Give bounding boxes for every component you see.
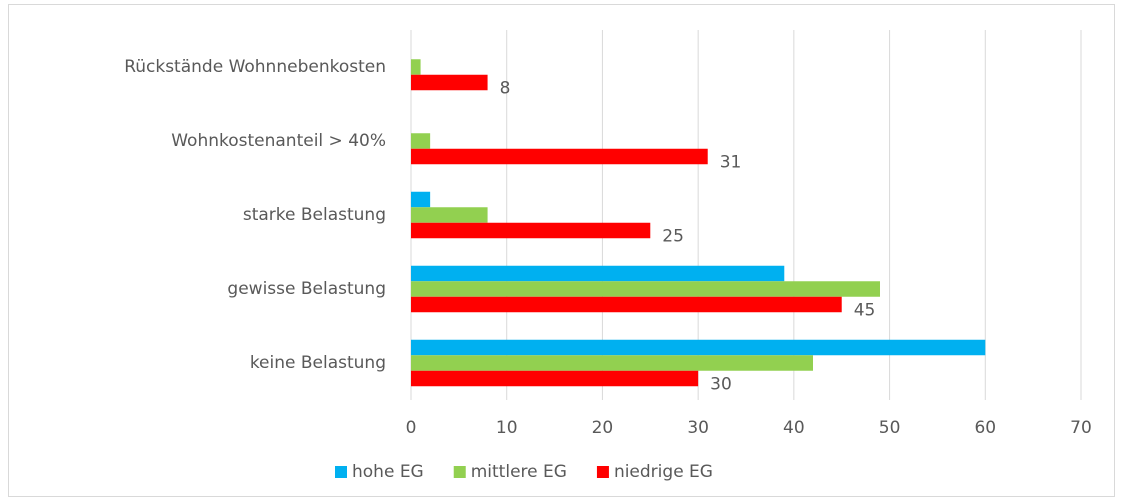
legend-label: niedrige EG [614, 462, 713, 482]
bar [411, 207, 488, 223]
x-tick-label: 40 [783, 418, 805, 438]
bar [411, 148, 708, 165]
bar [411, 222, 651, 239]
x-tick-label: 30 [687, 418, 709, 438]
legend-label: mittlere EG [471, 462, 567, 482]
bar [411, 74, 488, 91]
y-tick-label: Rückstände Wohnnebenkosten [124, 57, 386, 77]
bar [411, 133, 431, 149]
legend-label: hohe EG [352, 462, 424, 482]
legend-swatch [335, 466, 347, 478]
x-tick-label: 50 [879, 418, 901, 438]
data-label: 30 [710, 375, 732, 395]
bar [411, 281, 880, 297]
x-tick-label: 60 [974, 418, 996, 438]
bar [411, 296, 842, 313]
y-tick-label: gewisse Belastung [227, 279, 386, 299]
legend-swatch [453, 466, 466, 478]
x-tick-label: 10 [496, 418, 518, 438]
y-tick-label: starke Belastung [243, 205, 386, 225]
bar [411, 339, 986, 356]
bar [411, 191, 431, 208]
bar [411, 265, 785, 282]
data-label: 8 [500, 79, 511, 99]
data-label: 31 [720, 153, 742, 173]
bar [411, 59, 421, 75]
legend-swatch [596, 466, 609, 478]
y-tick-label: keine Belastung [250, 353, 386, 373]
bar [411, 355, 813, 371]
y-tick-label: Wohnkostenanteil > 40% [171, 131, 386, 151]
bar [411, 370, 699, 387]
x-tick-label: 70 [1070, 418, 1092, 438]
x-tick-label: 0 [406, 418, 417, 438]
data-label: 25 [662, 227, 684, 247]
data-label: 45 [854, 301, 876, 321]
x-tick-label: 20 [592, 418, 614, 438]
chart-frame [8, 4, 1115, 497]
